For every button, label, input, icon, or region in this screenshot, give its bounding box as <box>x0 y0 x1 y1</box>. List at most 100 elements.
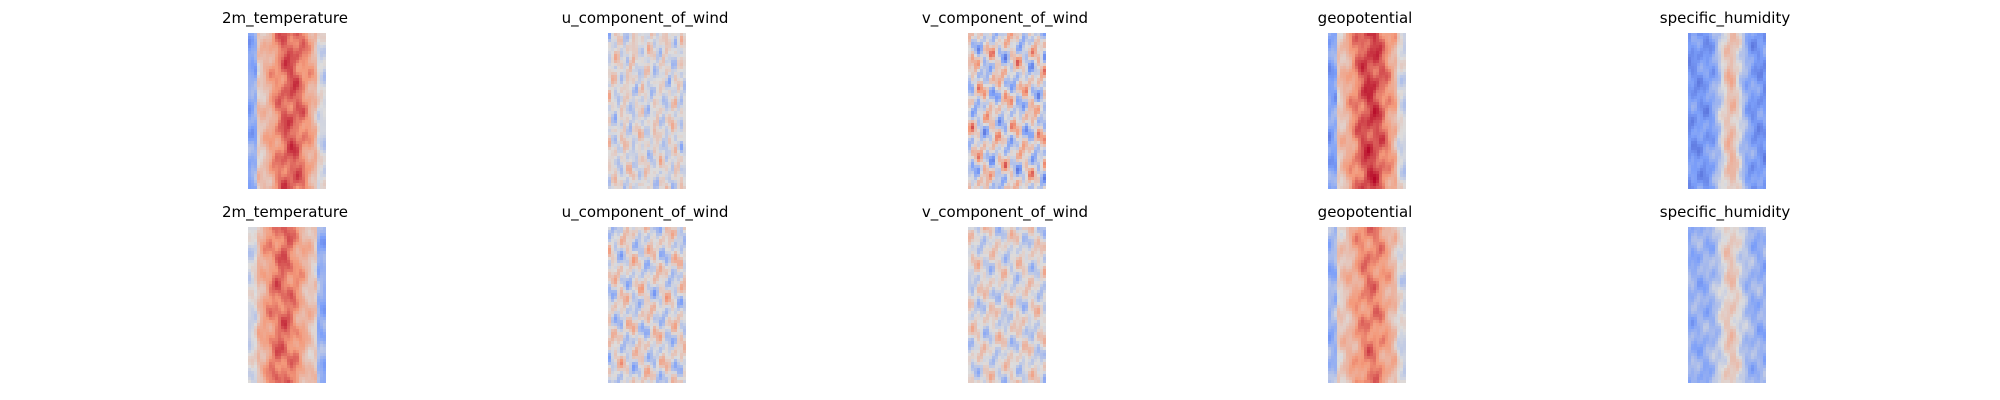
heatmap-cell <box>656 66 660 70</box>
heatmap-cell <box>980 90 984 94</box>
heatmap-cell <box>614 117 618 121</box>
heatmap-cell <box>656 99 660 103</box>
heatmap-cell <box>248 102 252 106</box>
heatmap-cell <box>638 108 642 112</box>
heatmap-cell <box>1391 87 1395 91</box>
heatmap-cell <box>1349 126 1353 130</box>
heatmap-cell <box>296 63 300 67</box>
heatmap-cell <box>284 63 288 67</box>
heatmap-cell <box>1043 102 1046 106</box>
heatmap-cell <box>641 99 645 103</box>
heatmap-cell <box>1037 144 1041 148</box>
heatmap-cell <box>668 63 672 67</box>
heatmap-cell <box>680 54 684 58</box>
heatmap-cell <box>986 39 990 43</box>
heatmap-cell <box>1004 54 1008 58</box>
heatmap-cell <box>1028 186 1032 189</box>
heatmap-cell <box>260 42 264 46</box>
heatmap-cell <box>266 114 270 118</box>
heatmap-cell <box>632 36 636 40</box>
heatmap-cell <box>974 54 978 58</box>
heatmap-cell <box>632 60 636 64</box>
heatmap-cell <box>248 141 252 145</box>
heatmap-cell <box>986 186 990 189</box>
heatmap-cell <box>281 135 285 139</box>
heatmap-cell <box>272 135 276 139</box>
heatmap-cell <box>1025 78 1029 82</box>
heatmap-cell <box>254 114 258 118</box>
heatmap-cell <box>1394 84 1398 88</box>
heatmap-cell <box>644 168 648 172</box>
heatmap-cell <box>281 102 285 106</box>
heatmap-cell <box>626 33 630 37</box>
heatmap-cell <box>1004 132 1008 136</box>
heatmap-cell <box>1358 87 1362 91</box>
heatmap-cell <box>266 90 270 94</box>
heatmap-cell <box>1334 135 1338 139</box>
heatmap-cell <box>1328 111 1332 115</box>
heatmap-cell <box>662 150 666 154</box>
heatmap-cell <box>320 42 324 46</box>
heatmap-cell <box>620 93 624 97</box>
heatmap-cell <box>254 42 258 46</box>
heatmap-cell <box>308 102 312 106</box>
heatmap-cell <box>968 183 972 187</box>
heatmap-cell <box>1007 132 1011 136</box>
heatmap-cell <box>668 126 672 130</box>
heatmap-cell <box>662 60 666 64</box>
heatmap-cell <box>323 105 326 109</box>
heatmap-cell <box>992 42 996 46</box>
heatmap-cell <box>968 87 972 91</box>
heatmap-cell <box>293 72 297 76</box>
heatmap-cell <box>644 144 648 148</box>
heatmap-cell <box>1019 81 1023 85</box>
heatmap-cell <box>1361 69 1365 73</box>
heatmap-cell <box>992 102 996 106</box>
heatmap-cell <box>314 141 318 145</box>
heatmap-cell <box>608 69 612 73</box>
heatmap-cell <box>635 78 639 82</box>
heatmap-cell <box>263 129 267 133</box>
heatmap-cell <box>290 90 294 94</box>
heatmap-cell <box>659 108 663 112</box>
heatmap-cell <box>314 171 318 175</box>
heatmap-cell <box>302 57 306 61</box>
heatmap-cell <box>626 147 630 151</box>
heatmap-cell <box>1028 48 1032 52</box>
heatmap-cell <box>986 177 990 181</box>
heatmap-cell <box>608 186 612 189</box>
heatmap-cell <box>608 75 612 79</box>
heatmap-cell <box>1340 45 1344 49</box>
heatmap-cell <box>293 159 297 163</box>
heatmap-cell <box>1388 111 1392 115</box>
heatmap-cell <box>1013 150 1017 154</box>
heatmap-cell <box>1028 129 1032 133</box>
heatmap-cell <box>995 81 999 85</box>
heatmap-cell <box>608 72 612 76</box>
heatmap-cell <box>1364 48 1368 52</box>
heatmap-cell <box>1034 174 1038 178</box>
heatmap-cell <box>254 36 258 40</box>
heatmap-cell <box>311 57 315 61</box>
heatmap-cell <box>1379 123 1383 127</box>
heatmap-cell <box>1340 129 1344 133</box>
heatmap-cell <box>1400 90 1404 94</box>
heatmap-cell <box>1334 90 1338 94</box>
heatmap-cell <box>1391 114 1395 118</box>
heatmap-cell <box>302 33 306 37</box>
heatmap-cell <box>314 93 318 97</box>
heatmap-cell <box>1358 45 1362 49</box>
heatmap-cell <box>650 168 654 172</box>
heatmap-cell <box>653 51 657 55</box>
heatmap-cell <box>998 39 1002 43</box>
heatmap-cell <box>293 156 297 160</box>
heatmap-cell <box>662 174 666 178</box>
heatmap-cell <box>257 96 261 100</box>
heatmap-cell <box>989 186 993 189</box>
heatmap-cell <box>1025 105 1029 109</box>
heatmap-cell <box>260 129 264 133</box>
heatmap-cell <box>269 57 273 61</box>
heatmap-cell <box>1016 168 1020 172</box>
heatmap-cell <box>1361 75 1365 79</box>
heatmap-cell <box>1031 108 1035 112</box>
